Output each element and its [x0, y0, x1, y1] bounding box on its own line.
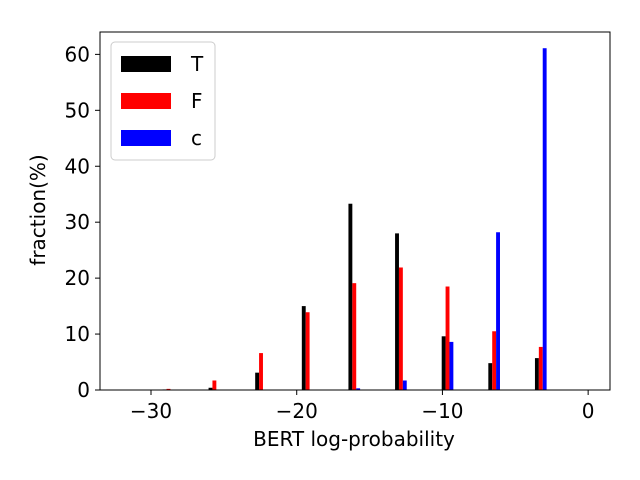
bar-c-6	[449, 341, 454, 390]
x-axis-label: BERT log-probability	[253, 427, 455, 451]
bar-F-2	[259, 353, 263, 390]
bar-T-4	[348, 203, 353, 390]
bar-T-6	[441, 336, 446, 390]
legend-swatch-c	[121, 130, 171, 146]
y-tick-label: 0	[77, 378, 90, 402]
x-tick-label: −30	[130, 399, 172, 423]
plot-frame	[99, 31, 611, 391]
bar-T-1	[208, 387, 213, 390]
bars-layer	[162, 48, 547, 391]
x-tick-label: 0	[582, 399, 595, 423]
y-tick-label: 60	[65, 42, 90, 66]
bar-T-7	[488, 363, 493, 390]
legend-label-c: c	[191, 126, 202, 150]
y-tick-label: 20	[65, 266, 90, 290]
x-tick-label: −20	[276, 399, 318, 423]
bar-F-5	[398, 267, 403, 390]
legend-label-T: T	[190, 52, 204, 76]
bar-F-7	[492, 331, 497, 390]
y-tick-label: 10	[65, 322, 90, 346]
y-tick-label: 50	[65, 98, 90, 122]
bar-T-8	[534, 358, 539, 390]
y-tick-label: 30	[65, 210, 90, 234]
bar-T-5	[395, 233, 399, 390]
x-tick-label: −10	[421, 399, 463, 423]
bar-F-8	[538, 346, 543, 390]
bar-F-3	[305, 312, 310, 390]
legend: TFc	[110, 41, 216, 161]
bar-F-1	[212, 380, 217, 390]
bar-F-4	[352, 283, 357, 390]
legend-swatch-T	[121, 56, 171, 72]
y-tick-label: 40	[65, 154, 90, 178]
bar-c-4	[356, 388, 361, 390]
bar-T-3	[301, 306, 306, 390]
bar-c-5	[402, 380, 407, 390]
legend-label-F: F	[191, 89, 203, 113]
bar-c-7	[496, 232, 500, 390]
axes-layer: −30 −20 −10 0 0 10 20 30 40 50 60	[65, 31, 611, 423]
bar-F-0	[166, 388, 171, 390]
y-axis-label: fraction(%)	[26, 154, 50, 265]
legend-swatch-F	[121, 93, 171, 109]
bar-T-2	[255, 372, 260, 390]
bar-c-8	[542, 48, 547, 391]
bar-F-6	[445, 286, 450, 390]
